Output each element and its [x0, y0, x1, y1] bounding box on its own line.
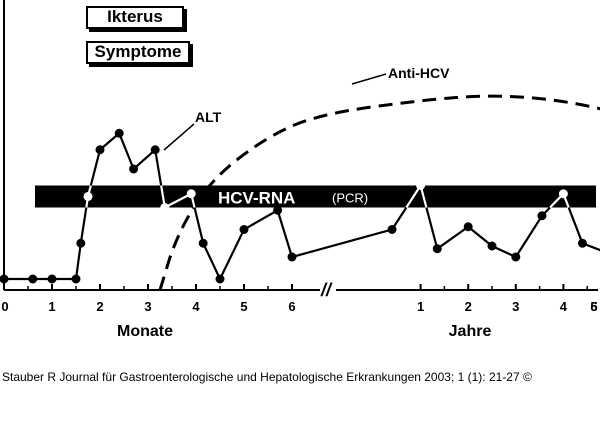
hcv-rna-sub-label: (PCR) [332, 191, 368, 206]
alt-data-point [71, 274, 81, 284]
x-tick-label: 5 [590, 299, 597, 314]
alt-data-point [511, 252, 521, 262]
alt-data-point [129, 164, 139, 174]
alt-data-point [160, 203, 170, 212]
legend-box-ikterus: Ikterus [86, 6, 184, 29]
x-tick-label: 4 [192, 299, 200, 314]
alt-data-point [76, 238, 86, 248]
alt-data-point [186, 189, 196, 199]
chart-figure: //0 1 2 3 4 5 6 Monate 1 2 3 4 5 6 Jahre ALT Anti-HCV HCV… [0, 0, 600, 340]
alt-data-point [0, 274, 9, 284]
alt-data-point [47, 274, 57, 284]
anti-hcv-series-label: Anti-HCV [388, 65, 450, 81]
alt-series-label: ALT [195, 109, 222, 125]
alt-data-point [537, 211, 547, 221]
x-tick-label: 4 [560, 299, 568, 314]
alt-data-point [577, 238, 587, 248]
alt-line-in-band [164, 192, 192, 209]
x-tick-label: 2 [96, 299, 103, 314]
x-tick-label: 3 [512, 299, 519, 314]
alt-data-point [83, 192, 93, 201]
alt-data-point [558, 189, 568, 199]
alt-data-point [463, 222, 473, 232]
axis-break-marker: // [320, 280, 333, 300]
x-axis-label: Monate [117, 323, 173, 340]
alt-data-point [239, 225, 249, 234]
alt-data-point [487, 241, 497, 251]
alt-data-point [28, 274, 38, 284]
x-tick-label: 6 [590, 299, 597, 314]
alt-data-point [215, 274, 225, 284]
alt-line [4, 131, 600, 282]
x-tick-label: 1 [48, 299, 55, 314]
hcv-rna-band [35, 185, 596, 208]
alt-data-point [387, 225, 397, 234]
alt-data-point [150, 145, 160, 155]
alt-data-point [198, 238, 208, 248]
x-axis-label: Jahre [449, 323, 492, 340]
alt-data-point [287, 252, 297, 262]
hcv-rna-series-label: HCV-RNA [218, 189, 295, 208]
alt-data-point [432, 244, 442, 254]
citation-text: Stauber R Journal für Gastroenterologisc… [2, 370, 532, 384]
alt-data-point [114, 128, 124, 138]
alt-label-pointer [163, 123, 195, 151]
alt-data-point [95, 145, 105, 155]
alt-data-point [273, 205, 283, 215]
x-tick-label: 3 [144, 299, 151, 314]
legend-box-symptome: Symptome [86, 41, 190, 64]
alt-data-point [416, 181, 426, 190]
x-tick-label: 6 [288, 299, 295, 314]
x-tick-label: 1 [417, 299, 424, 314]
anti-hcv-label-pointer [351, 73, 387, 85]
x-tick-label: 0 [1, 299, 8, 314]
x-tick-label: 5 [240, 299, 247, 314]
x-tick-label: 2 [465, 299, 472, 314]
